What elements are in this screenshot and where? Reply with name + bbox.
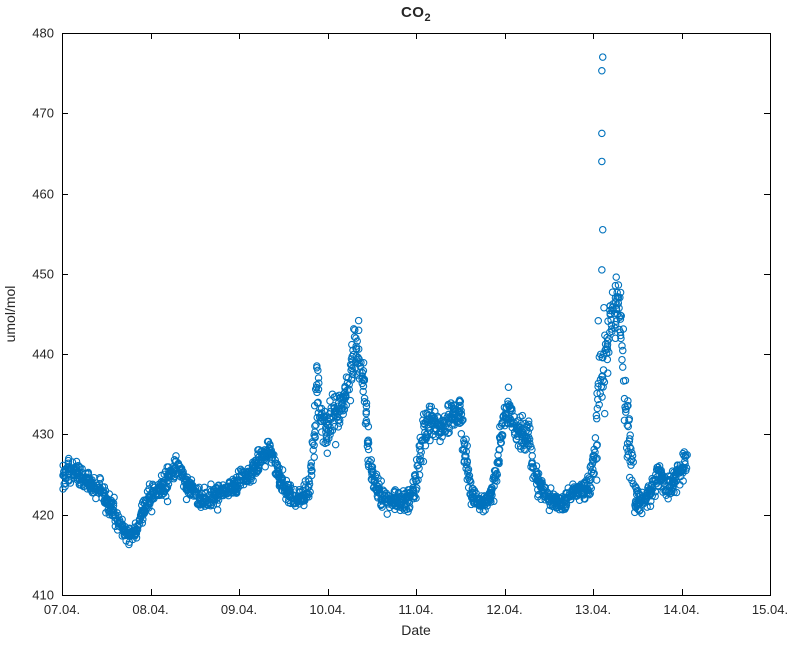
x-tick-label: 12.04. (486, 602, 523, 617)
x-tick-label: 10.04. (309, 602, 346, 617)
y-axis-label: umol/mol (2, 285, 18, 343)
y-tick-label: 470 (32, 105, 54, 121)
x-tick-label: 15.04. (751, 602, 789, 617)
y-tick-label: 480 (32, 25, 54, 41)
chart-title-subscript: 2 (424, 12, 432, 24)
y-tick-label: 420 (32, 507, 54, 523)
chart-title: CO2 (62, 4, 770, 24)
y-tick-label: 450 (32, 266, 54, 282)
x-tick-label: 13.04. (574, 602, 612, 617)
chart-title-text: CO (400, 4, 425, 21)
x-tick-label: 11.04. (398, 602, 434, 617)
x-tick-label: 14.04. (663, 602, 700, 617)
y-tick-label: 410 (32, 587, 54, 603)
y-tick-label: 430 (32, 426, 54, 442)
x-tick-label: 08.04. (132, 602, 169, 617)
x-tick-label: 07.04. (43, 602, 81, 617)
x-tick-label: 09.04. (220, 602, 258, 617)
x-axis-label: Date (401, 622, 431, 638)
y-tick-label: 460 (32, 186, 54, 202)
y-tick-label: 440 (32, 346, 54, 362)
